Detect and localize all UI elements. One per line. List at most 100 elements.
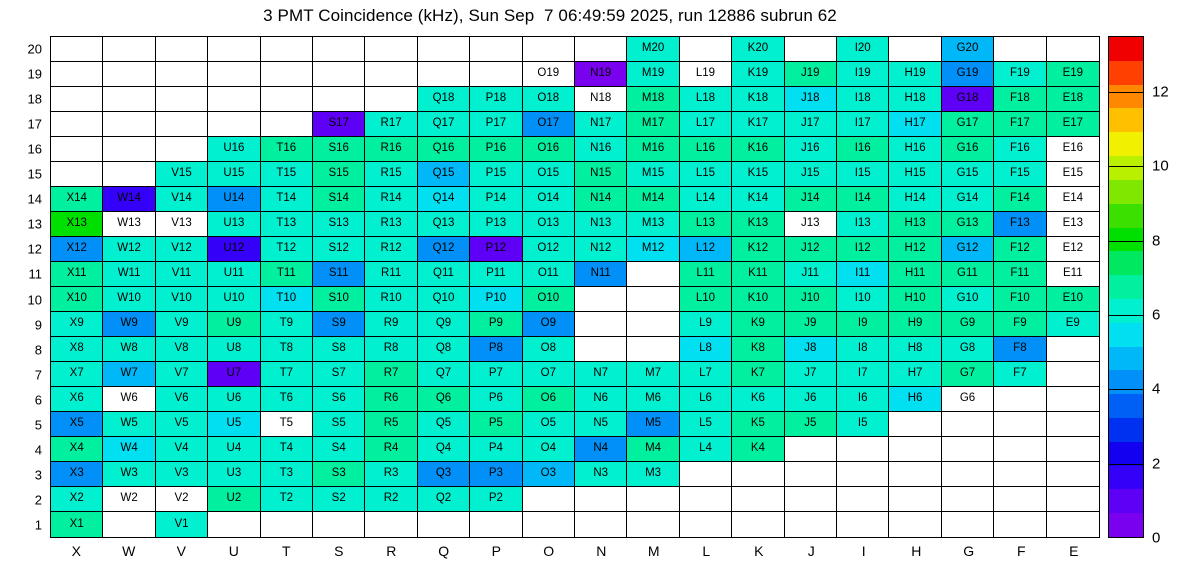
heatmap-cell[interactable]: N17 (575, 112, 628, 137)
heatmap-cell[interactable]: F15 (994, 162, 1047, 187)
heatmap-cell[interactable]: M6 (627, 387, 680, 412)
heatmap-cell[interactable]: P12 (470, 237, 523, 262)
heatmap-cell[interactable]: X5 (51, 412, 104, 437)
heatmap-cell[interactable]: S6 (313, 387, 366, 412)
heatmap-cell[interactable]: V9 (155, 312, 209, 337)
heatmap-cell-empty[interactable] (994, 37, 1047, 62)
heatmap-cell-empty[interactable] (941, 437, 995, 462)
heatmap-cell-empty[interactable] (994, 437, 1047, 462)
heatmap-cell-empty[interactable] (1046, 462, 1099, 487)
heatmap-cell[interactable]: F19 (994, 62, 1047, 87)
heatmap-cell[interactable]: J12 (784, 237, 837, 262)
heatmap-cell[interactable]: F11 (994, 262, 1047, 287)
heatmap-cell[interactable]: W7 (103, 362, 156, 387)
heatmap-cell[interactable]: V10 (155, 287, 209, 312)
heatmap-cell-empty[interactable] (994, 462, 1047, 487)
heatmap-cell[interactable]: R17 (365, 112, 418, 137)
heatmap-cell[interactable]: R6 (365, 387, 418, 412)
heatmap-cell[interactable]: S10 (313, 287, 366, 312)
heatmap-cell[interactable]: T5 (260, 412, 313, 437)
heatmap-cell[interactable]: L15 (679, 162, 733, 187)
heatmap-cell[interactable]: U5 (208, 412, 261, 437)
heatmap-cell[interactable]: X4 (51, 437, 104, 462)
heatmap-cell[interactable]: P15 (470, 162, 523, 187)
heatmap-cell[interactable]: Q8 (417, 337, 471, 362)
heatmap-cell[interactable]: S13 (313, 212, 366, 237)
heatmap-cell[interactable]: G6 (941, 387, 995, 412)
heatmap-cell[interactable]: M19 (627, 62, 680, 87)
heatmap-cell[interactable]: N5 (575, 412, 628, 437)
heatmap-cell[interactable]: Q16 (417, 137, 471, 162)
heatmap-cell[interactable]: W4 (103, 437, 156, 462)
heatmap-cell[interactable]: V4 (155, 437, 209, 462)
heatmap-cell-empty[interactable] (837, 437, 890, 462)
heatmap-cell[interactable]: P2 (470, 487, 523, 512)
heatmap-cell[interactable]: X11 (51, 262, 104, 287)
heatmap-cell[interactable]: E16 (1046, 137, 1099, 162)
heatmap-cell[interactable]: H11 (889, 262, 942, 287)
heatmap-cell[interactable]: I19 (837, 62, 890, 87)
heatmap-cell-empty[interactable] (627, 487, 680, 512)
heatmap-cell[interactable]: S12 (313, 237, 366, 262)
heatmap-cell[interactable]: T10 (260, 287, 313, 312)
heatmap-cell[interactable]: O5 (522, 412, 575, 437)
heatmap-cell[interactable]: L10 (679, 287, 733, 312)
heatmap-cell[interactable]: R8 (365, 337, 418, 362)
heatmap-cell-empty[interactable] (313, 37, 366, 62)
heatmap-cell-empty[interactable] (103, 37, 156, 62)
heatmap-cell[interactable]: K13 (732, 212, 785, 237)
heatmap-cell-empty[interactable] (889, 412, 942, 437)
heatmap-cell[interactable]: K7 (732, 362, 785, 387)
heatmap-cell[interactable]: R15 (365, 162, 418, 187)
heatmap-cell[interactable]: W9 (103, 312, 156, 337)
heatmap-cell[interactable]: T8 (260, 337, 313, 362)
heatmap-cell[interactable]: E10 (1046, 287, 1099, 312)
heatmap-cell[interactable]: N14 (575, 187, 628, 212)
heatmap-cell[interactable]: N6 (575, 387, 628, 412)
heatmap-cell[interactable]: J6 (784, 387, 837, 412)
heatmap-cell[interactable]: R14 (365, 187, 418, 212)
heatmap-cell[interactable]: F12 (994, 237, 1047, 262)
heatmap-cell[interactable]: V14 (155, 187, 209, 212)
heatmap-cell[interactable]: Q15 (417, 162, 471, 187)
heatmap-cell[interactable]: W3 (103, 462, 156, 487)
heatmap-cell[interactable]: N11 (575, 262, 628, 287)
heatmap-cell[interactable]: G18 (941, 87, 995, 112)
heatmap-cell[interactable]: J5 (784, 412, 837, 437)
heatmap-cell[interactable]: I20 (837, 37, 890, 62)
heatmap-cell-empty[interactable] (51, 87, 104, 112)
heatmap-cell[interactable]: G7 (941, 362, 995, 387)
heatmap-cell[interactable]: M18 (627, 87, 680, 112)
heatmap-cell[interactable]: F10 (994, 287, 1047, 312)
heatmap-cell-empty[interactable] (51, 162, 104, 187)
heatmap-cell[interactable]: M15 (627, 162, 680, 187)
heatmap-cell[interactable]: K4 (732, 437, 785, 462)
heatmap-cell-empty[interactable] (208, 112, 261, 137)
heatmap-cell[interactable]: U12 (208, 237, 261, 262)
heatmap-cell-empty[interactable] (1046, 437, 1099, 462)
heatmap-cell[interactable]: E14 (1046, 187, 1099, 212)
heatmap-cell[interactable]: M5 (627, 412, 680, 437)
heatmap-cell[interactable]: K14 (732, 187, 785, 212)
heatmap-cell[interactable]: T14 (260, 187, 313, 212)
heatmap-cell-empty[interactable] (575, 287, 628, 312)
heatmap-cell-empty[interactable] (313, 87, 366, 112)
heatmap-cell[interactable]: V5 (155, 412, 209, 437)
heatmap-cell-empty[interactable] (994, 387, 1047, 412)
heatmap-cell[interactable]: I8 (837, 337, 890, 362)
heatmap-cell[interactable]: I14 (837, 187, 890, 212)
heatmap-cell[interactable]: K10 (732, 287, 785, 312)
heatmap-cell[interactable]: Q4 (417, 437, 471, 462)
heatmap-cell-empty[interactable] (889, 512, 942, 537)
heatmap-cell[interactable]: W5 (103, 412, 156, 437)
heatmap-cell[interactable]: O12 (522, 237, 575, 262)
heatmap-cell[interactable]: M17 (627, 112, 680, 137)
heatmap-cell[interactable]: Q18 (417, 87, 471, 112)
heatmap-cell-empty[interactable] (103, 87, 156, 112)
heatmap-cell[interactable]: G10 (941, 287, 995, 312)
heatmap-cell[interactable]: I17 (837, 112, 890, 137)
heatmap-cell[interactable]: U9 (208, 312, 261, 337)
heatmap-cell-empty[interactable] (103, 112, 156, 137)
heatmap-cell[interactable]: M20 (627, 37, 680, 62)
heatmap-cell[interactable]: P17 (470, 112, 523, 137)
